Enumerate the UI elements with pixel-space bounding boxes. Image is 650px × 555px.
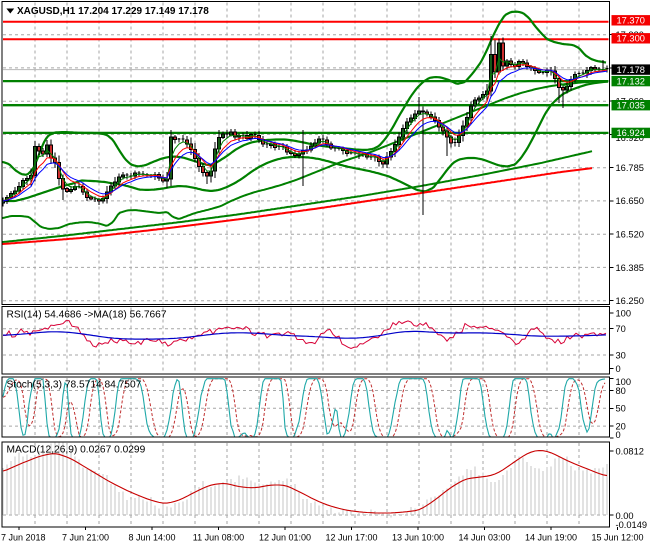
svg-text:12 Jun 17:00: 12 Jun 17:00 <box>325 532 377 542</box>
svg-text:30: 30 <box>616 350 626 360</box>
svg-text:16.785: 16.785 <box>616 163 644 173</box>
svg-text:-0.0149: -0.0149 <box>616 520 648 530</box>
svg-text:0.0812: 0.0812 <box>616 446 644 456</box>
svg-text:16.250: 16.250 <box>616 296 644 306</box>
svg-text:15 Jun 12:00: 15 Jun 12:00 <box>591 532 643 542</box>
svg-text:14 Jun 03:00: 14 Jun 03:00 <box>458 532 510 542</box>
svg-text:7 Jun 21:00: 7 Jun 21:00 <box>62 532 109 542</box>
svg-text:17.132: 17.132 <box>617 76 645 86</box>
svg-text:0: 0 <box>616 364 621 374</box>
svg-text:0: 0 <box>616 430 621 440</box>
svg-text:14 Jun 19:00: 14 Jun 19:00 <box>525 532 577 542</box>
svg-text:11 Jun 08:00: 11 Jun 08:00 <box>193 532 244 542</box>
svg-text:13 Jun 10:00: 13 Jun 10:00 <box>392 532 444 542</box>
svg-text:17.035: 17.035 <box>617 100 645 110</box>
svg-text:17.370: 17.370 <box>617 16 645 26</box>
svg-text:MACD(12,26,9) 0.0267 0.0299: MACD(12,26,9) 0.0267 0.0299 <box>7 445 146 456</box>
svg-text:Stoch(5,3,3) 78.5714 84.7507: Stoch(5,3,3) 78.5714 84.7507 <box>7 380 142 391</box>
svg-text:16.924: 16.924 <box>617 128 645 138</box>
svg-text:RSI(14) 54.4686 ->MA(18) 56.7: RSI(14) 54.4686 ->MA(18) 56.7667 <box>7 310 167 321</box>
svg-text:17.178: 17.178 <box>617 65 645 75</box>
svg-text:7 Jun 2018: 7 Jun 2018 <box>1 532 46 542</box>
svg-text:80: 80 <box>616 386 626 396</box>
svg-text:16.520: 16.520 <box>616 230 644 240</box>
svg-text:XAGUSD,H1 17.204 17.229 17.14: XAGUSD,H1 17.204 17.229 17.149 17.178 <box>17 6 209 17</box>
svg-text:70: 70 <box>616 324 626 334</box>
svg-text:17.300: 17.300 <box>617 34 645 44</box>
svg-text:16.385: 16.385 <box>616 263 644 273</box>
svg-text:100: 100 <box>616 308 632 318</box>
svg-text:12 Jun 01:00: 12 Jun 01:00 <box>259 532 311 542</box>
svg-text:8 Jun 14:00: 8 Jun 14:00 <box>128 532 175 542</box>
svg-text:16.650: 16.650 <box>616 196 644 206</box>
svg-text:50: 50 <box>616 404 626 414</box>
